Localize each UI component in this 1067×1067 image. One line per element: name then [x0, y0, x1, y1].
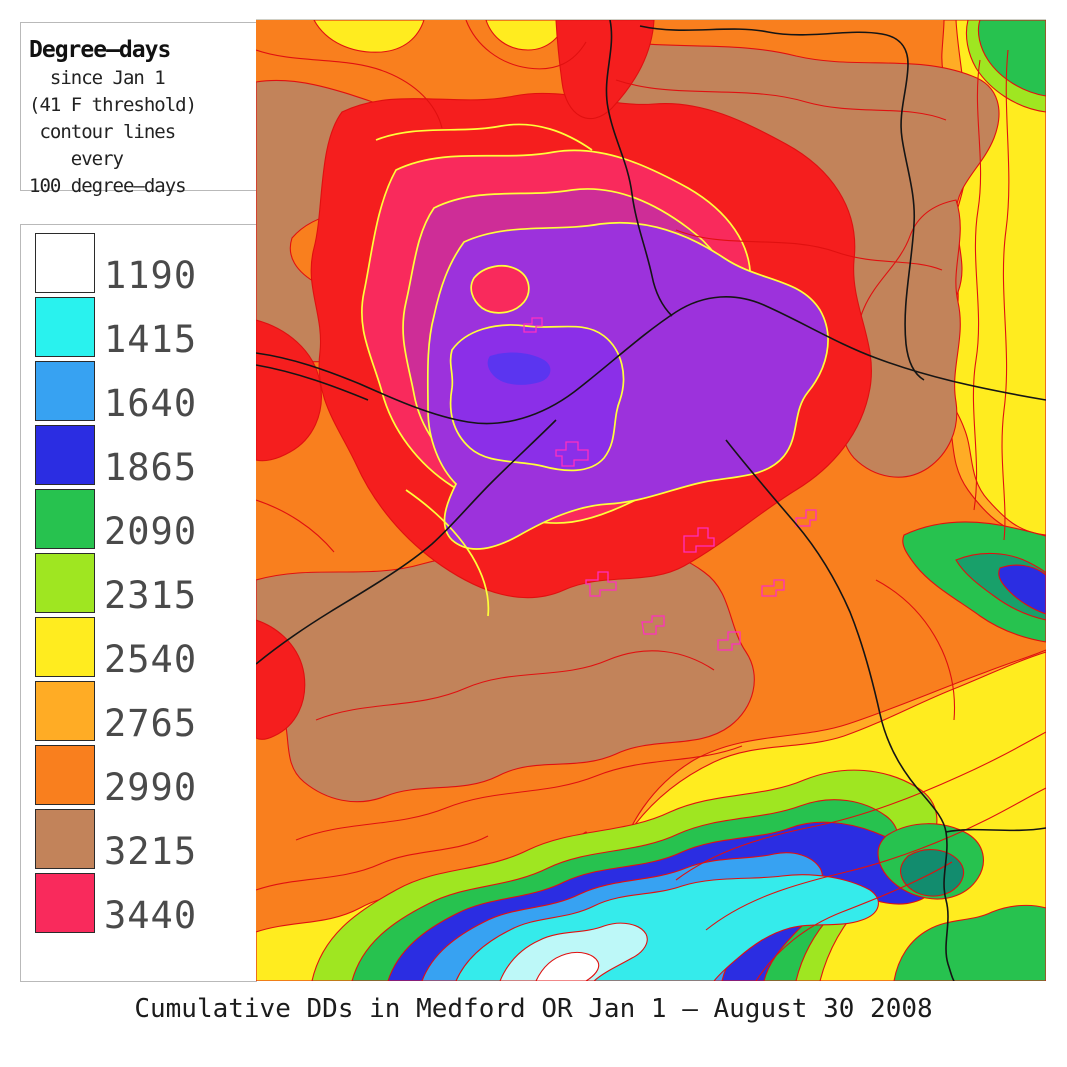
- road-north-south: [605, 20, 673, 317]
- legend-value: 2540: [104, 637, 198, 681]
- legend-row: 3215: [35, 809, 256, 873]
- legend-swatch: [35, 361, 95, 421]
- legend-value: 3215: [104, 829, 198, 873]
- legend-value: 3440: [104, 893, 198, 937]
- info-box: Degree—days since Jan 1 (41 F threshold)…: [20, 22, 257, 197]
- legend-swatch: [35, 745, 95, 805]
- legend-row: 2315: [35, 553, 256, 617]
- cold-bottom: [311, 769, 938, 981]
- legend-row: 3440: [35, 873, 256, 937]
- legend-swatch: [35, 553, 95, 613]
- legend-panel: 1190 1415 1640 1865 2090 2315 2540 2765 2990 3215…: [20, 224, 257, 982]
- legend-row: 2765: [35, 681, 256, 745]
- legend-row: 2540: [35, 617, 256, 681]
- legend-swatch: [35, 617, 95, 677]
- contour-map: [256, 19, 1046, 981]
- legend-row: 1190: [35, 233, 256, 297]
- legend-swatch: [35, 809, 95, 869]
- info-box-title: Degree—days: [29, 37, 171, 63]
- legend-row: 1640: [35, 361, 256, 425]
- contour-map-svg: [256, 20, 1046, 981]
- cool-corner-topright: [965, 20, 1046, 113]
- legend-row: 2990: [35, 745, 256, 809]
- road-southwest: [256, 419, 557, 665]
- speckle-contours: [523, 317, 817, 651]
- map-caption: Cumulative DDs in Medford OR Jan 1 — Aug…: [134, 994, 933, 1024]
- legend-swatch: [35, 425, 95, 485]
- legend-value: 1865: [104, 445, 198, 489]
- road-top-east: [639, 25, 925, 381]
- legend-row: 1415: [35, 297, 256, 361]
- road-main-west-east: [256, 296, 1046, 425]
- legend-swatch: [35, 297, 95, 357]
- legend-swatch: [35, 681, 95, 741]
- legend-value: 2090: [104, 509, 198, 553]
- legend-value: 2315: [104, 573, 198, 617]
- legend-value: 1415: [104, 317, 198, 361]
- legend-swatch: [35, 489, 95, 549]
- legend-swatch: [35, 233, 95, 293]
- legend-row: 2090: [35, 489, 256, 553]
- legend-value: 1640: [104, 381, 198, 425]
- legend-row: 1865: [35, 425, 256, 489]
- roads: [256, 20, 1046, 981]
- legend-value: 2990: [104, 765, 198, 809]
- legend-value: 1190: [104, 253, 198, 297]
- road-east-spur: [945, 827, 1046, 833]
- legend-value: 2765: [104, 701, 198, 745]
- road-southeast: [725, 439, 955, 981]
- info-box-details: since Jan 1 (41 F threshold) contour lin…: [29, 67, 197, 197]
- road-branch-left: [256, 364, 369, 401]
- legend-swatch: [35, 873, 95, 933]
- contour-lines-yellow: [375, 123, 593, 617]
- cool-pocket-right: [902, 521, 1046, 643]
- contour-lines-red: [256, 20, 1046, 981]
